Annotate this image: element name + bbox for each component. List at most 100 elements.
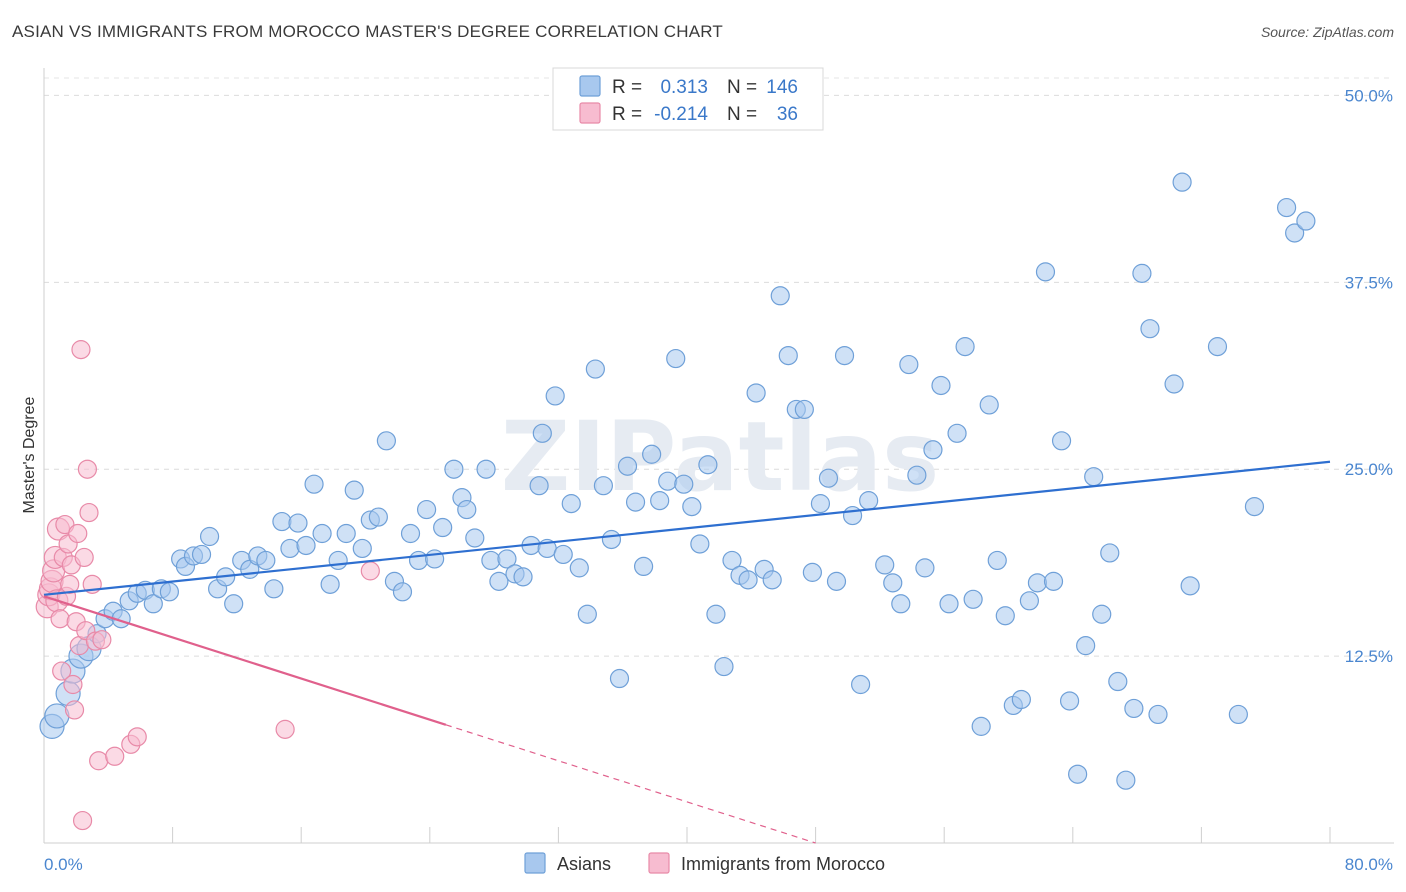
morocco-point-8 (50, 609, 70, 629)
x-tick-label-1: 80.0% (1345, 855, 1393, 874)
asians-point-23 (224, 594, 244, 614)
stats-swatch-morocco (579, 102, 601, 124)
asians-point-121 (1011, 689, 1031, 710)
asians-point-115 (963, 589, 983, 609)
asians-point-31 (288, 513, 308, 533)
asians-point-100 (834, 345, 855, 366)
morocco-point-30 (92, 630, 112, 650)
asians-point-20 (199, 526, 220, 547)
asians-point-50 (444, 459, 464, 479)
asians-point-64 (545, 386, 565, 406)
asians-point-73 (617, 456, 638, 476)
asians-point-136 (1132, 263, 1152, 283)
asians-point-41 (368, 507, 388, 527)
legend-swatch-asians (524, 852, 546, 874)
asians-point-49 (433, 517, 453, 538)
stats-r-value-asians: 0.313 (660, 77, 708, 98)
asians-point-39 (352, 538, 372, 559)
asians-point-85 (714, 656, 734, 677)
asians-point-48 (425, 549, 445, 569)
asians-point-139 (1164, 374, 1184, 394)
asians-point-65 (553, 544, 573, 565)
asians-point-106 (891, 594, 911, 614)
asians-point-32 (296, 535, 316, 556)
asians-point-130 (1084, 467, 1104, 487)
asians-point-44 (392, 582, 413, 602)
asians-point-37 (336, 523, 356, 544)
y-tick-label-3: 50.0% (1345, 86, 1393, 105)
stats-swatch-asians (579, 75, 601, 97)
asians-point-84 (706, 604, 726, 624)
morocco-trend-line (43, 595, 447, 726)
morocco-point-21 (71, 340, 91, 360)
asians-point-112 (939, 594, 959, 614)
asians-point-126 (1051, 431, 1072, 451)
asians-points (39, 172, 1316, 790)
asians-point-53 (465, 528, 485, 548)
asians-point-109 (915, 558, 935, 578)
asians-point-92 (770, 286, 790, 306)
source-label: Source: ZipAtlas.com (1260, 24, 1394, 40)
tick-labels: 12.5% 25.0% 37.5% 50.0% 0.0% 80.0% (44, 86, 1393, 874)
asians-point-74 (625, 492, 646, 512)
morocco-point-31 (105, 746, 125, 766)
asians-point-103 (859, 491, 879, 511)
asians-point-66 (561, 494, 581, 514)
asians-point-124 (1035, 262, 1056, 282)
trend-lines (43, 460, 1331, 844)
asians-point-67 (569, 558, 589, 578)
asians-point-105 (883, 573, 903, 593)
asians-point-140 (1172, 172, 1192, 192)
y-tick-label-0: 12.5% (1345, 647, 1393, 666)
morocco-point-9 (52, 661, 72, 681)
asians-point-70 (593, 476, 614, 496)
asians-point-125 (1043, 571, 1064, 591)
asians-point-137 (1140, 319, 1160, 339)
morocco-point-33 (127, 727, 147, 747)
stats-n-label-morocco: N = (727, 104, 757, 125)
legend-label-asians: Asians (557, 854, 611, 874)
asians-point-123 (1027, 573, 1048, 593)
asians-point-96 (802, 562, 822, 582)
asians-point-93 (778, 345, 798, 366)
stats-n-value-asians: 146 (766, 77, 798, 98)
asians-point-27 (256, 550, 276, 571)
asians-point-34 (312, 523, 332, 544)
morocco-point-22 (72, 810, 93, 831)
morocco-point-25 (77, 459, 98, 479)
stats-r-label-asians: R = (612, 77, 642, 98)
asians-point-119 (995, 606, 1015, 626)
asians-point-19 (191, 544, 212, 565)
asians-point-36 (328, 550, 348, 571)
asians-point-86 (722, 550, 742, 571)
asians-point-114 (955, 337, 975, 357)
asians-point-68 (577, 604, 597, 624)
stats-n-value-morocco: 36 (777, 104, 798, 125)
asians-point-99 (826, 571, 847, 591)
asians-point-101 (842, 505, 863, 526)
stats-r-value-morocco: -0.214 (654, 104, 708, 125)
legend-label-morocco: Immigrants from Morocco (681, 854, 885, 874)
asians-point-128 (1068, 764, 1088, 784)
y-tick-label-2: 37.5% (1345, 273, 1393, 292)
asians-point-47 (416, 499, 437, 520)
asians-point-59 (513, 567, 533, 587)
asians-point-145 (1276, 197, 1297, 218)
asians-point-104 (875, 555, 895, 575)
asians-point-71 (601, 529, 622, 550)
asians-point-46 (408, 550, 429, 571)
morocco-point-35 (360, 561, 380, 581)
asians-point-98 (818, 468, 839, 488)
asians-point-28 (264, 579, 284, 599)
morocco-point-14 (60, 574, 80, 594)
asians-point-57 (497, 549, 517, 569)
asians-point-33 (304, 474, 324, 494)
asians-point-75 (633, 556, 654, 577)
asians-point-13 (143, 594, 163, 614)
asians-point-95 (794, 399, 814, 420)
asians-point-54 (476, 459, 496, 479)
asians-point-62 (532, 423, 552, 443)
stats-n-label-asians: N = (727, 77, 757, 98)
asians-point-56 (489, 571, 509, 591)
